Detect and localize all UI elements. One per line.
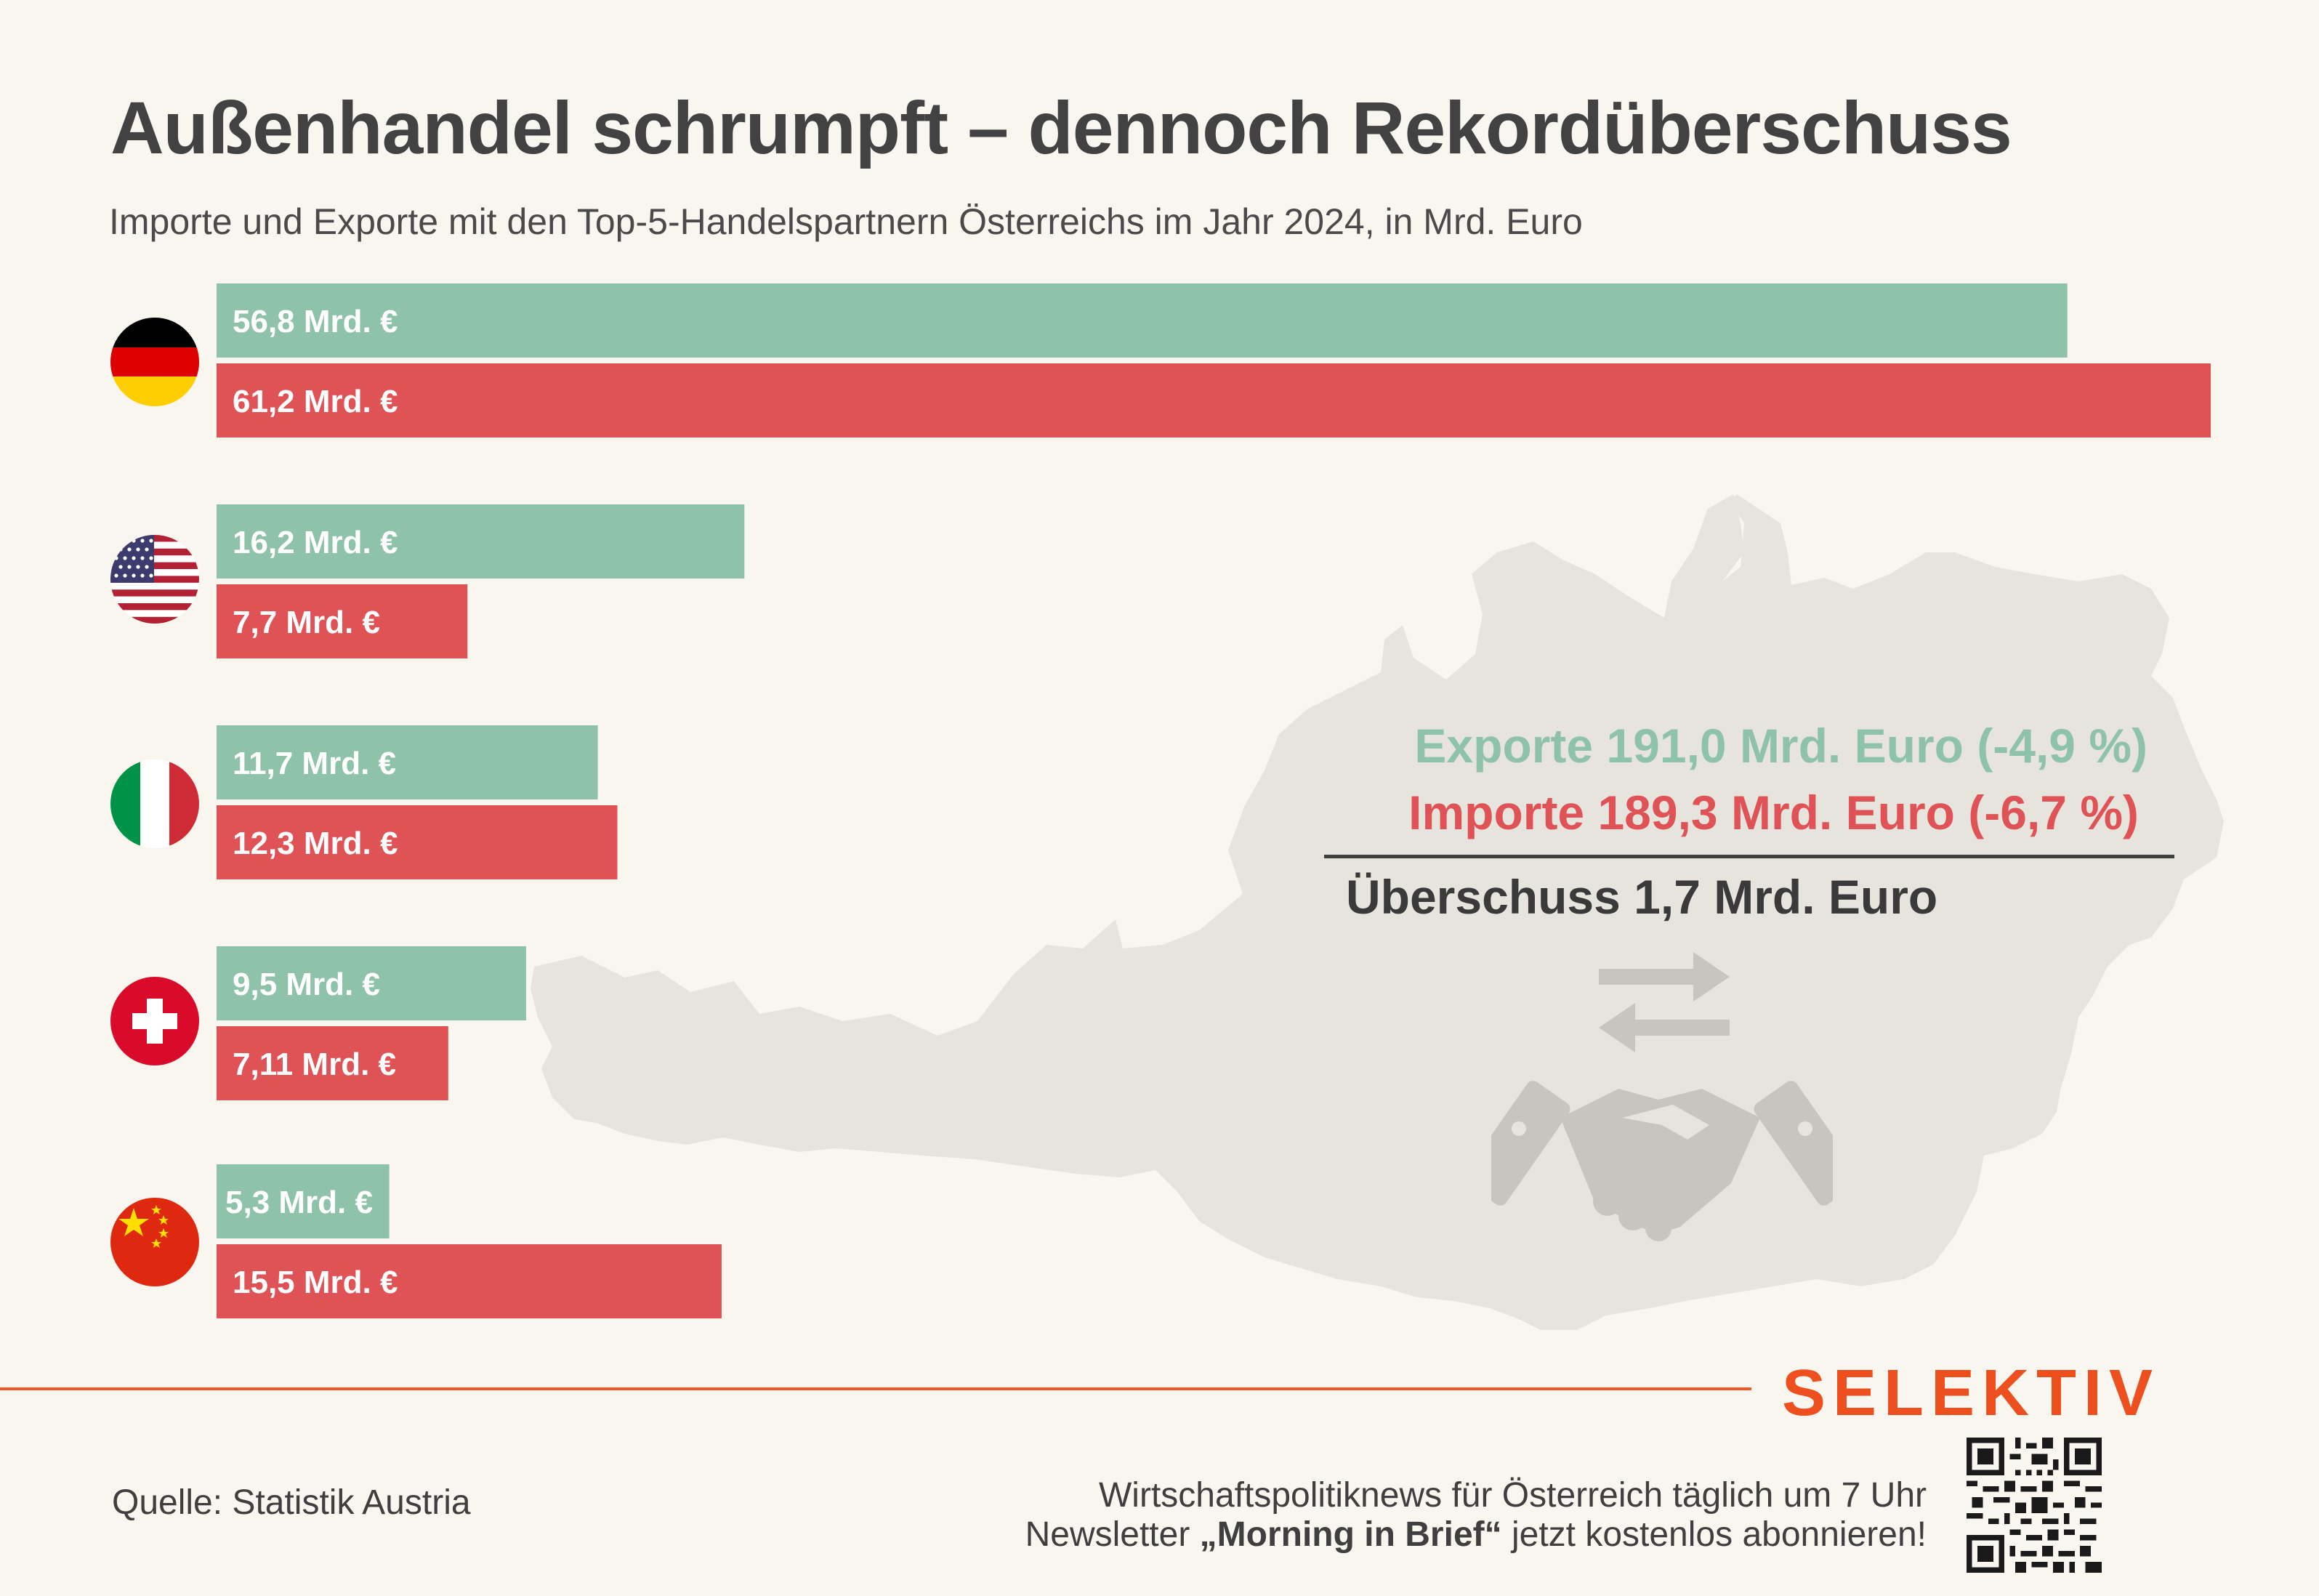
summary-surplus: Überschuss 1,7 Mrd. Euro [1346,870,1938,924]
brand-logo: SELEKTIV [1782,1357,2161,1430]
bar-label-exports-switzerland: 9,5 Mrd. € [233,967,380,1002]
newsletter-line-1: Wirtschaftspolitiknews für Österreich tä… [1098,1476,1927,1515]
bar-exports-usa [217,504,745,579]
bar-exports-china [217,1164,390,1238]
footer-rule [0,1387,1751,1390]
page-subtitle: Importe und Exporte mit den Top-5-Handel… [109,201,1583,242]
bar-label-exports-germany: 56,8 Mrd. € [233,304,398,339]
qr-code-icon[interactable] [1967,1438,2102,1573]
bar-label-imports-china: 15,5 Mrd. € [233,1265,398,1300]
bar-label-exports-china: 5,3 Mrd. € [225,1185,373,1220]
bar-exports-italy [217,725,598,799]
bar-label-imports-italy: 12,3 Mrd. € [233,826,398,861]
bar-imports-germany [217,363,2211,438]
bar-label-imports-germany: 61,2 Mrd. € [233,384,398,419]
flag-switzerland-icon [110,977,199,1065]
newsletter-line-2-post: jetzt kostenlos abonnieren! [1501,1515,1927,1554]
newsletter-line-2: Newsletter „Morning in Brief“ jetzt kost… [1025,1515,1927,1555]
page-title: Außenhandel schrumpft – dennoch Rekordüb… [110,86,2012,169]
summary-divider [1324,855,2174,858]
newsletter-line-2-pre: Newsletter [1025,1515,1200,1554]
bar-imports-switzerland [217,1026,448,1100]
source-note: Quelle: Statistik Austria [112,1483,471,1522]
summary-exports: Exporte 191,0 Mrd. Euro (-4,9 %) [1414,719,2147,773]
handshake-icon [1491,1081,1833,1241]
bar-imports-usa [217,584,468,658]
flag-germany-icon [110,318,199,406]
newsletter-name: „Morning in Brief“ [1199,1515,1502,1554]
bar-label-exports-usa: 16,2 Mrd. € [233,525,398,560]
bar-imports-italy [217,805,618,879]
flag-china-icon [110,1198,199,1286]
bar-exports-switzerland [217,946,526,1020]
bar-label-imports-usa: 7,7 Mrd. € [233,605,380,640]
bar-imports-china [217,1244,722,1318]
bar-label-exports-italy: 11,7 Mrd. € [233,746,396,781]
summary-imports: Importe 189,3 Mrd. Euro (-6,7 %) [1408,786,2139,839]
bar-exports-germany [217,283,2068,358]
bar-label-imports-switzerland: 7,11 Mrd. € [233,1047,396,1082]
exchange-arrows-icon [1599,952,1730,1052]
